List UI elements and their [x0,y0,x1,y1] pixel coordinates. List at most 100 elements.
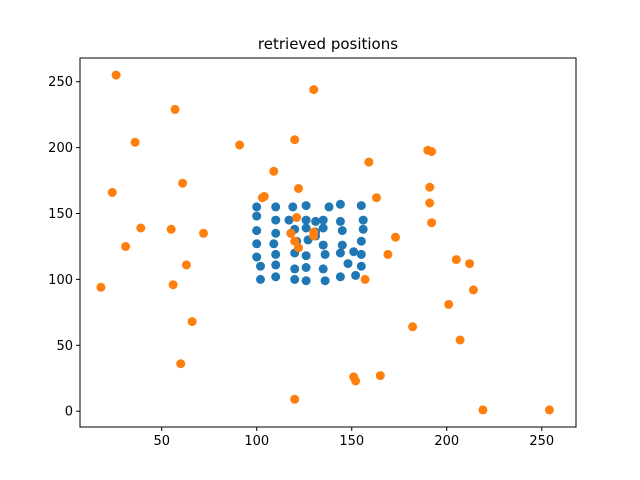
series-2-point-46 [351,376,361,386]
series-2-point-10 [427,147,437,157]
series-1-point-46 [343,259,353,269]
series-1-point-33 [318,215,328,225]
points-layer [96,70,554,415]
series-1-point-24 [301,215,311,225]
series-1-point-7 [256,274,265,284]
x-tick-label: 150 [339,434,364,449]
series-1-point-34 [318,223,328,233]
y-tick-label: 0 [65,405,73,420]
series-2-point-30 [121,242,131,251]
series-2-point-4 [130,137,140,147]
series-1-point-13 [271,260,281,270]
series-1-point-16 [288,202,298,212]
series-1-point-22 [290,274,300,284]
y-tick-label: 250 [48,75,73,90]
series-2-point-33 [465,259,475,269]
series-1-point-4 [252,239,262,249]
series-2-point-21 [136,223,146,233]
chart-title: retrieved positions [258,35,398,53]
series-1-point-29 [301,276,311,286]
series-2-point-39 [444,299,454,309]
series-1-point-10 [271,228,281,238]
series-2-point-48 [478,405,488,415]
series-1-point-50 [358,215,368,225]
y-tick-label: 100 [48,273,73,288]
series-1-point-53 [356,249,366,259]
y-tick-label: 200 [48,141,73,156]
series-1-point-15 [284,215,294,225]
series-1-point-30 [311,216,321,226]
series-1-point-12 [271,249,281,259]
series-1-point-21 [290,264,300,274]
series-2-point-5 [235,140,245,150]
series-1-point-54 [356,261,366,271]
series-2-point-37 [168,280,178,290]
x-tick-label: 50 [153,434,170,449]
series-1-point-3 [252,226,262,236]
series-2-point-17 [372,193,381,203]
series-2-point-3 [170,104,180,114]
series-2-point-34 [181,260,191,270]
series-2-point-47 [290,394,300,404]
series-2-point-29 [294,243,303,253]
series-1-point-8 [271,202,281,212]
series-1-point-28 [301,263,311,272]
y-tick-label: 150 [48,207,73,222]
series-2-point-23 [199,228,208,238]
series-2-point-41 [408,322,418,332]
ticks-layer: 50 100 150 200 250 0 50 100 150 200 250 [48,75,554,449]
series-1-point-39 [324,202,334,212]
series-1-point-52 [356,236,366,246]
series-1-point-6 [256,261,265,271]
series-1-point-1 [252,202,262,212]
series-2-point-2 [309,85,319,95]
series-1-point-49 [356,201,366,211]
series-1-point-48 [351,270,361,280]
series-1-point-5 [252,252,262,262]
series-1-point-14 [271,272,281,282]
series-2-point-26 [309,231,319,241]
series-2-point-32 [451,255,461,265]
series-1-point-36 [320,249,330,259]
series-1-point-27 [301,251,311,261]
series-1-point-25 [301,223,311,233]
series-2-point-22 [166,224,176,234]
series-2-point-28 [290,236,300,246]
series-2-point-40 [187,317,197,327]
series-2-point-31 [383,249,393,259]
series-1-point-37 [318,264,328,274]
series-1-point-23 [301,201,311,211]
x-tick-label: 250 [529,434,554,449]
series-2-point-13 [294,184,303,193]
series-1-point-11 [269,239,279,249]
series-2-point-14 [425,182,435,192]
series-2-point-19 [292,213,302,222]
series-2-point-16 [259,191,269,201]
series-2-point-36 [96,282,106,292]
series-2-point-1 [111,70,121,80]
series-2-point-43 [176,359,186,369]
series-1-point-35 [318,240,328,250]
series-1-point-42 [337,226,347,236]
series-2-point-8 [364,157,374,167]
series-2-point-27 [391,232,400,242]
series-1-point-45 [335,272,345,282]
series-2-point-35 [360,274,370,284]
series-1-point-9 [271,215,281,225]
series-1-point-51 [358,224,368,234]
series-1-point-44 [335,248,345,258]
series-2-point-24 [286,228,296,238]
series-2-point-6 [290,135,300,145]
x-tick-label: 100 [244,434,269,449]
series-1-point-2 [252,211,262,221]
series-2-point-7 [269,166,279,176]
series-2-point-42 [455,335,465,345]
series-2-point-11 [178,178,188,188]
series-1-point-38 [320,276,330,286]
axes-frame [79,57,577,428]
series-2-point-49 [544,405,554,415]
series-1-point-40 [335,199,345,209]
series-2-point-20 [427,218,437,228]
